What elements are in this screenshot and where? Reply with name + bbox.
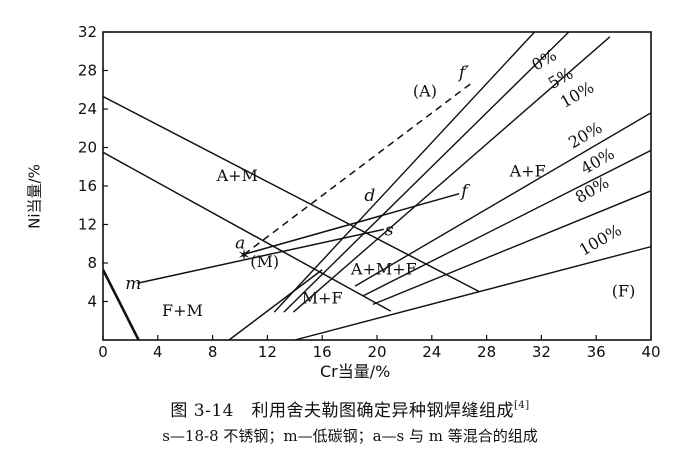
region-label: A+M+F bbox=[350, 260, 417, 279]
x-tick-label: 12 bbox=[258, 343, 277, 361]
plot-lines bbox=[103, 32, 651, 340]
point-label: f′ bbox=[457, 63, 469, 83]
y-tick-label: 16 bbox=[78, 177, 97, 195]
region-label: (F) bbox=[612, 282, 636, 301]
phase-boundary-line bbox=[103, 95, 481, 293]
ferrite-percent-label: 40% bbox=[577, 144, 617, 178]
phase-boundary-line bbox=[103, 151, 392, 312]
x-tick-label: 4 bbox=[153, 343, 163, 361]
y-tick-label: 12 bbox=[78, 216, 97, 234]
ferrite-percent-line bbox=[292, 36, 611, 313]
y-tick-label: 20 bbox=[78, 139, 97, 157]
ferrite-percent-line bbox=[294, 245, 651, 340]
ferrite-percent-line bbox=[354, 112, 651, 287]
x-axis-label: Cr当量/% bbox=[320, 362, 391, 381]
x-tick-label: 36 bbox=[587, 343, 606, 361]
figure-caption-title: 图 3-14 利用舍夫勒图确定异种钢焊缝组成[4] bbox=[0, 396, 700, 421]
point-label: d bbox=[364, 186, 375, 206]
y-tick-label: 4 bbox=[87, 293, 97, 311]
point-label: s bbox=[385, 220, 394, 240]
tie-line bbox=[243, 192, 460, 256]
point-a-star-marker: ✶ bbox=[237, 245, 250, 264]
ferrite-percent-line bbox=[273, 32, 536, 313]
caption-reference: [4] bbox=[513, 400, 530, 411]
region-label: A+F bbox=[509, 161, 546, 180]
x-tick-label: 40 bbox=[641, 343, 660, 361]
point-label: m bbox=[125, 274, 141, 294]
figure-caption-note: s—18-8 不锈钢；m—低碳钢；a—s 与 m 等混合的组成 bbox=[162, 427, 538, 445]
ferrite-percent-label: 100% bbox=[576, 220, 625, 259]
ferrite-percent-line bbox=[372, 190, 651, 306]
ferrite-percent-label: 20% bbox=[565, 118, 605, 152]
y-tick-label: 24 bbox=[78, 100, 97, 118]
y-axis-label: Ni当量/% bbox=[25, 164, 44, 229]
y-tick-label: 32 bbox=[78, 23, 97, 41]
y-tick-label: 8 bbox=[87, 254, 97, 272]
x-tick-label: 32 bbox=[532, 343, 551, 361]
region-label: A+M bbox=[216, 166, 258, 185]
caption-title-text: 图 3-14 利用舍夫勒图确定异种钢焊缝组成 bbox=[170, 401, 514, 421]
x-tick-label: 8 bbox=[208, 343, 218, 361]
region-label: M+F bbox=[302, 288, 343, 307]
x-tick-label: 20 bbox=[367, 343, 386, 361]
point-label: a bbox=[235, 233, 245, 253]
ferrite-percent-line bbox=[362, 149, 651, 297]
x-tick-label: 24 bbox=[422, 343, 441, 361]
x-tick-label: 28 bbox=[477, 343, 496, 361]
x-tick-label: 0 bbox=[98, 343, 108, 361]
x-tick-label: 16 bbox=[313, 343, 332, 361]
ferrite-percent-label: 80% bbox=[572, 173, 612, 207]
y-tick-label: 28 bbox=[78, 62, 97, 80]
point-label: f bbox=[459, 182, 470, 202]
region-label: F+M bbox=[162, 301, 203, 320]
phase-boundary-line bbox=[103, 269, 140, 340]
tie-line bbox=[137, 228, 385, 284]
ferrite-percent-line bbox=[283, 32, 570, 313]
schaeffler-diagram: 0 4 8 12 16 20 24 28 32 36 40481216202428320%5%10%… bbox=[78, 23, 661, 361]
region-label: (M) bbox=[250, 252, 279, 271]
region-label: (A) bbox=[413, 81, 437, 100]
phase-boundary-line bbox=[228, 269, 323, 340]
